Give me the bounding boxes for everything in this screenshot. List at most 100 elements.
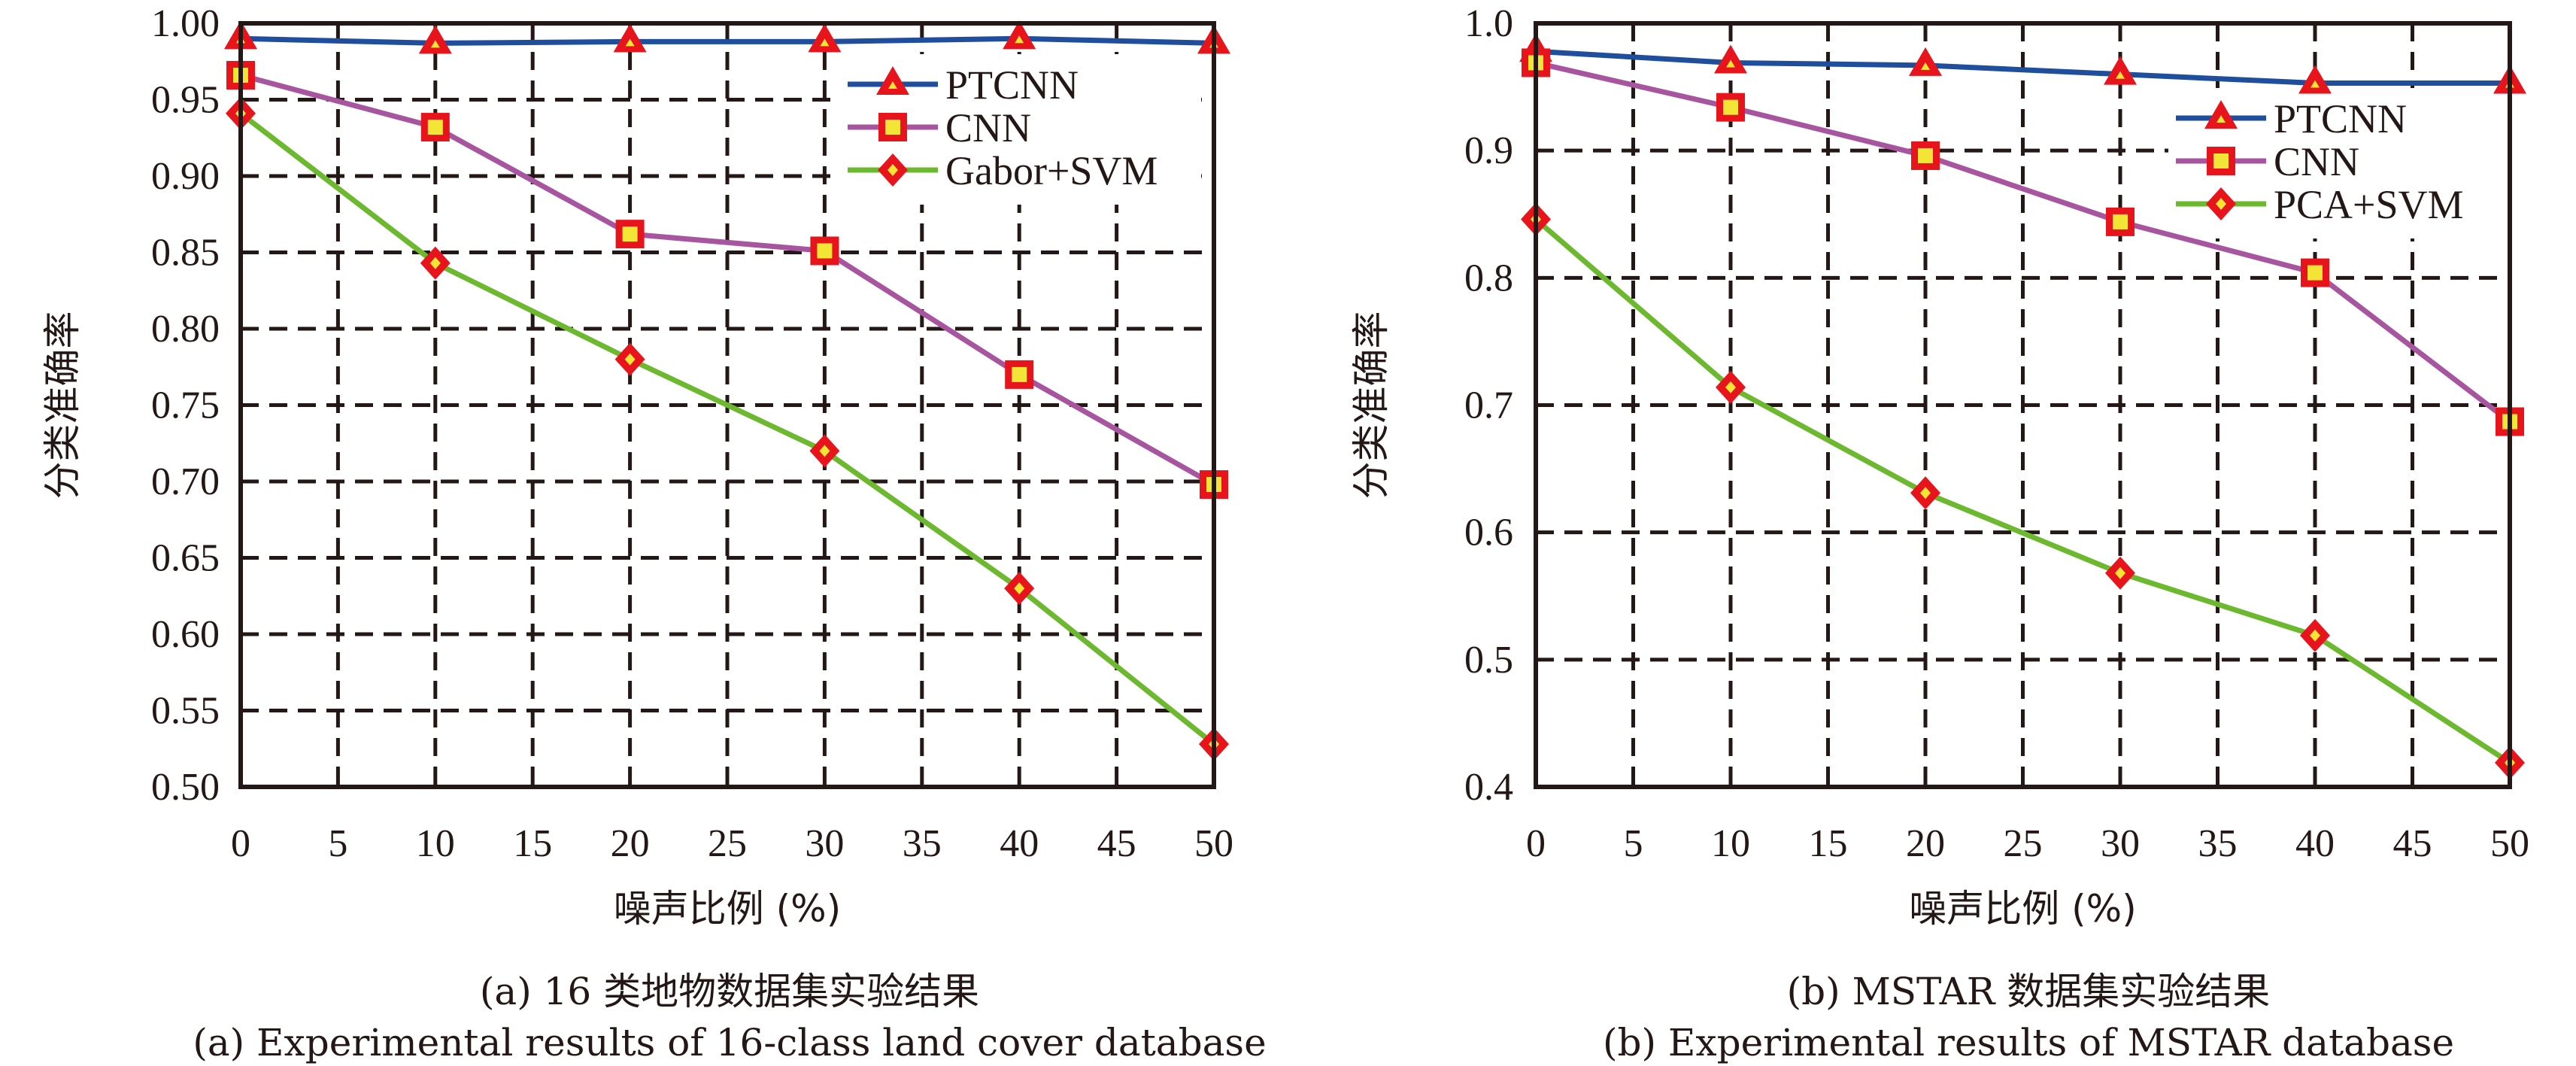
y-tick-label: 0.8 [1464, 257, 1513, 299]
x-tick-label: 15 [513, 822, 552, 865]
data-point-diamond [420, 246, 451, 280]
diamond-marker-inner [2310, 629, 2320, 642]
data-point-diamond [614, 342, 645, 376]
caption-b-english: (b) Experimental results of MSTAR databa… [1603, 1021, 2454, 1064]
series-line-ptcnn [1535, 48, 2510, 87]
x-tick-label: 30 [805, 822, 844, 865]
series-line-cnn [240, 72, 1215, 487]
plot-frame [1534, 21, 2512, 789]
legend-label: CNN [945, 105, 1031, 150]
diamond-marker-inner [1725, 381, 1736, 393]
triangle-marker-inner [888, 81, 897, 89]
triangle-marker-outer [1003, 20, 1036, 50]
data-point-square [2301, 258, 2329, 287]
data-point-triangle [2104, 56, 2137, 85]
x-tick-label: 35 [2198, 822, 2238, 865]
data-point-diamond [1910, 476, 1940, 510]
triangle-marker-inner [1015, 35, 1024, 44]
diamond-marker-inner [819, 445, 830, 457]
square-marker-inner [2213, 153, 2229, 169]
x-tick-label: 10 [416, 822, 455, 865]
data-point-square [615, 220, 645, 249]
y-axis-title: 分类准确率 [41, 311, 84, 500]
chart-panel-b: 0.4 0.5 0.6 0.7 0.8 0.9 1.0 0 5 10 15 20 25 30 35 40 45 5… [1349, 2, 2529, 931]
x-tick-label: 20 [611, 822, 650, 865]
square-marker-inner [427, 120, 443, 135]
data-point-triangle [1714, 44, 1747, 74]
diamond-marker-inner [1014, 582, 1025, 595]
triangle-marker-outer [876, 66, 909, 95]
y-tick-label: 0.80 [151, 308, 220, 351]
diamond-marker-inner [887, 164, 898, 176]
legend-label: PTCNN [945, 62, 1079, 108]
series-line-gabor-svm [238, 111, 1216, 746]
x-tick-label: 10 [1711, 822, 1750, 865]
x-axis-title: 噪声比例 (%) [1909, 887, 2136, 931]
x-tick-label: 5 [328, 822, 347, 865]
data-point-square [1716, 93, 1745, 122]
caption-a-english: (a) Experimental results of 16-class lan… [193, 1021, 1266, 1064]
y-tick-label: 0.70 [151, 460, 220, 503]
y-tick-label: 0.85 [151, 232, 220, 275]
x-tick-label: 45 [1097, 822, 1136, 865]
triangle-marker-inner [2216, 115, 2226, 123]
legend-item: CNN [2176, 139, 2359, 184]
x-tick-label: 50 [1194, 822, 1233, 865]
triangle-marker-inner [820, 38, 830, 47]
chart-panel-a: 0.50 0.55 0.60 0.65 0.70 0.75 0.80 0.85 0.90 0.95… [41, 2, 1233, 931]
data-point-triangle [2298, 65, 2332, 94]
legend-marker-square [2207, 147, 2235, 175]
triangle-marker-outer [2104, 56, 2137, 85]
triangle-marker-outer [808, 23, 842, 53]
triangle-marker-outer [418, 25, 452, 54]
y-tick-label: 1.00 [151, 2, 220, 45]
series-line-cnn [1535, 60, 2512, 424]
diamond-marker-inner [2115, 566, 2125, 579]
x-tick-label: 25 [708, 822, 747, 865]
triangle-marker-inner [1726, 59, 1735, 68]
square-marker-inner [2113, 214, 2128, 229]
data-point-diamond [2300, 618, 2330, 652]
square-marker-inner [2307, 265, 2323, 281]
square-marker-inner [885, 120, 900, 135]
x-tick-label: 0 [231, 822, 250, 865]
triangle-marker-inner [2116, 71, 2125, 79]
legend-item: PTCNN [2176, 96, 2407, 141]
legend-marker-triangle [876, 66, 909, 95]
legend-item: PCA+SVM [2176, 182, 2464, 227]
plot-frame [238, 21, 1216, 789]
x-tick-label: 40 [2295, 822, 2335, 865]
series-line-ptcnn [240, 35, 1215, 46]
x-tick-label: 5 [1624, 822, 1643, 865]
triangle-marker-inner [1921, 62, 1930, 70]
triangle-marker-outer [2204, 100, 2238, 129]
legend-label: PCA+SVM [2274, 182, 2464, 227]
caption-b-chinese: (b) MSTAR 数据集实验结果 [1787, 970, 2271, 1013]
y-tick-label: 0.55 [151, 690, 220, 733]
y-tick-label: 0.9 [1464, 129, 1513, 172]
triangle-marker-outer [613, 23, 647, 53]
y-tick-label: 0.4 [1464, 766, 1513, 809]
triangle-marker-outer [1714, 44, 1747, 74]
square-marker-inner [1918, 147, 1933, 163]
diamond-marker-inner [1920, 487, 1931, 500]
y-tick-label: 0.50 [151, 766, 220, 809]
triangle-marker-outer [1909, 47, 1942, 76]
data-point-diamond [1004, 572, 1035, 606]
data-point-diamond [809, 434, 840, 468]
legend-label: CNN [2274, 139, 2359, 184]
legend-marker-square [878, 113, 907, 141]
data-point-triangle [1909, 47, 1942, 76]
y-tick-label: 0.60 [151, 613, 220, 656]
x-tick-label: 50 [2490, 822, 2529, 865]
caption-a-chinese: (a) 16 类地物数据集实验结果 [480, 970, 979, 1013]
legend-label: Gabor+SVM [945, 148, 1158, 193]
triangle-marker-inner [430, 40, 440, 48]
square-marker-inner [622, 226, 638, 242]
x-tick-label: 30 [2101, 822, 2140, 865]
data-point-square [810, 236, 839, 266]
triangle-marker-inner [625, 38, 635, 47]
data-point-diamond [1716, 370, 1746, 404]
legend-label: PTCNN [2274, 96, 2407, 141]
data-point-triangle [1003, 20, 1036, 50]
